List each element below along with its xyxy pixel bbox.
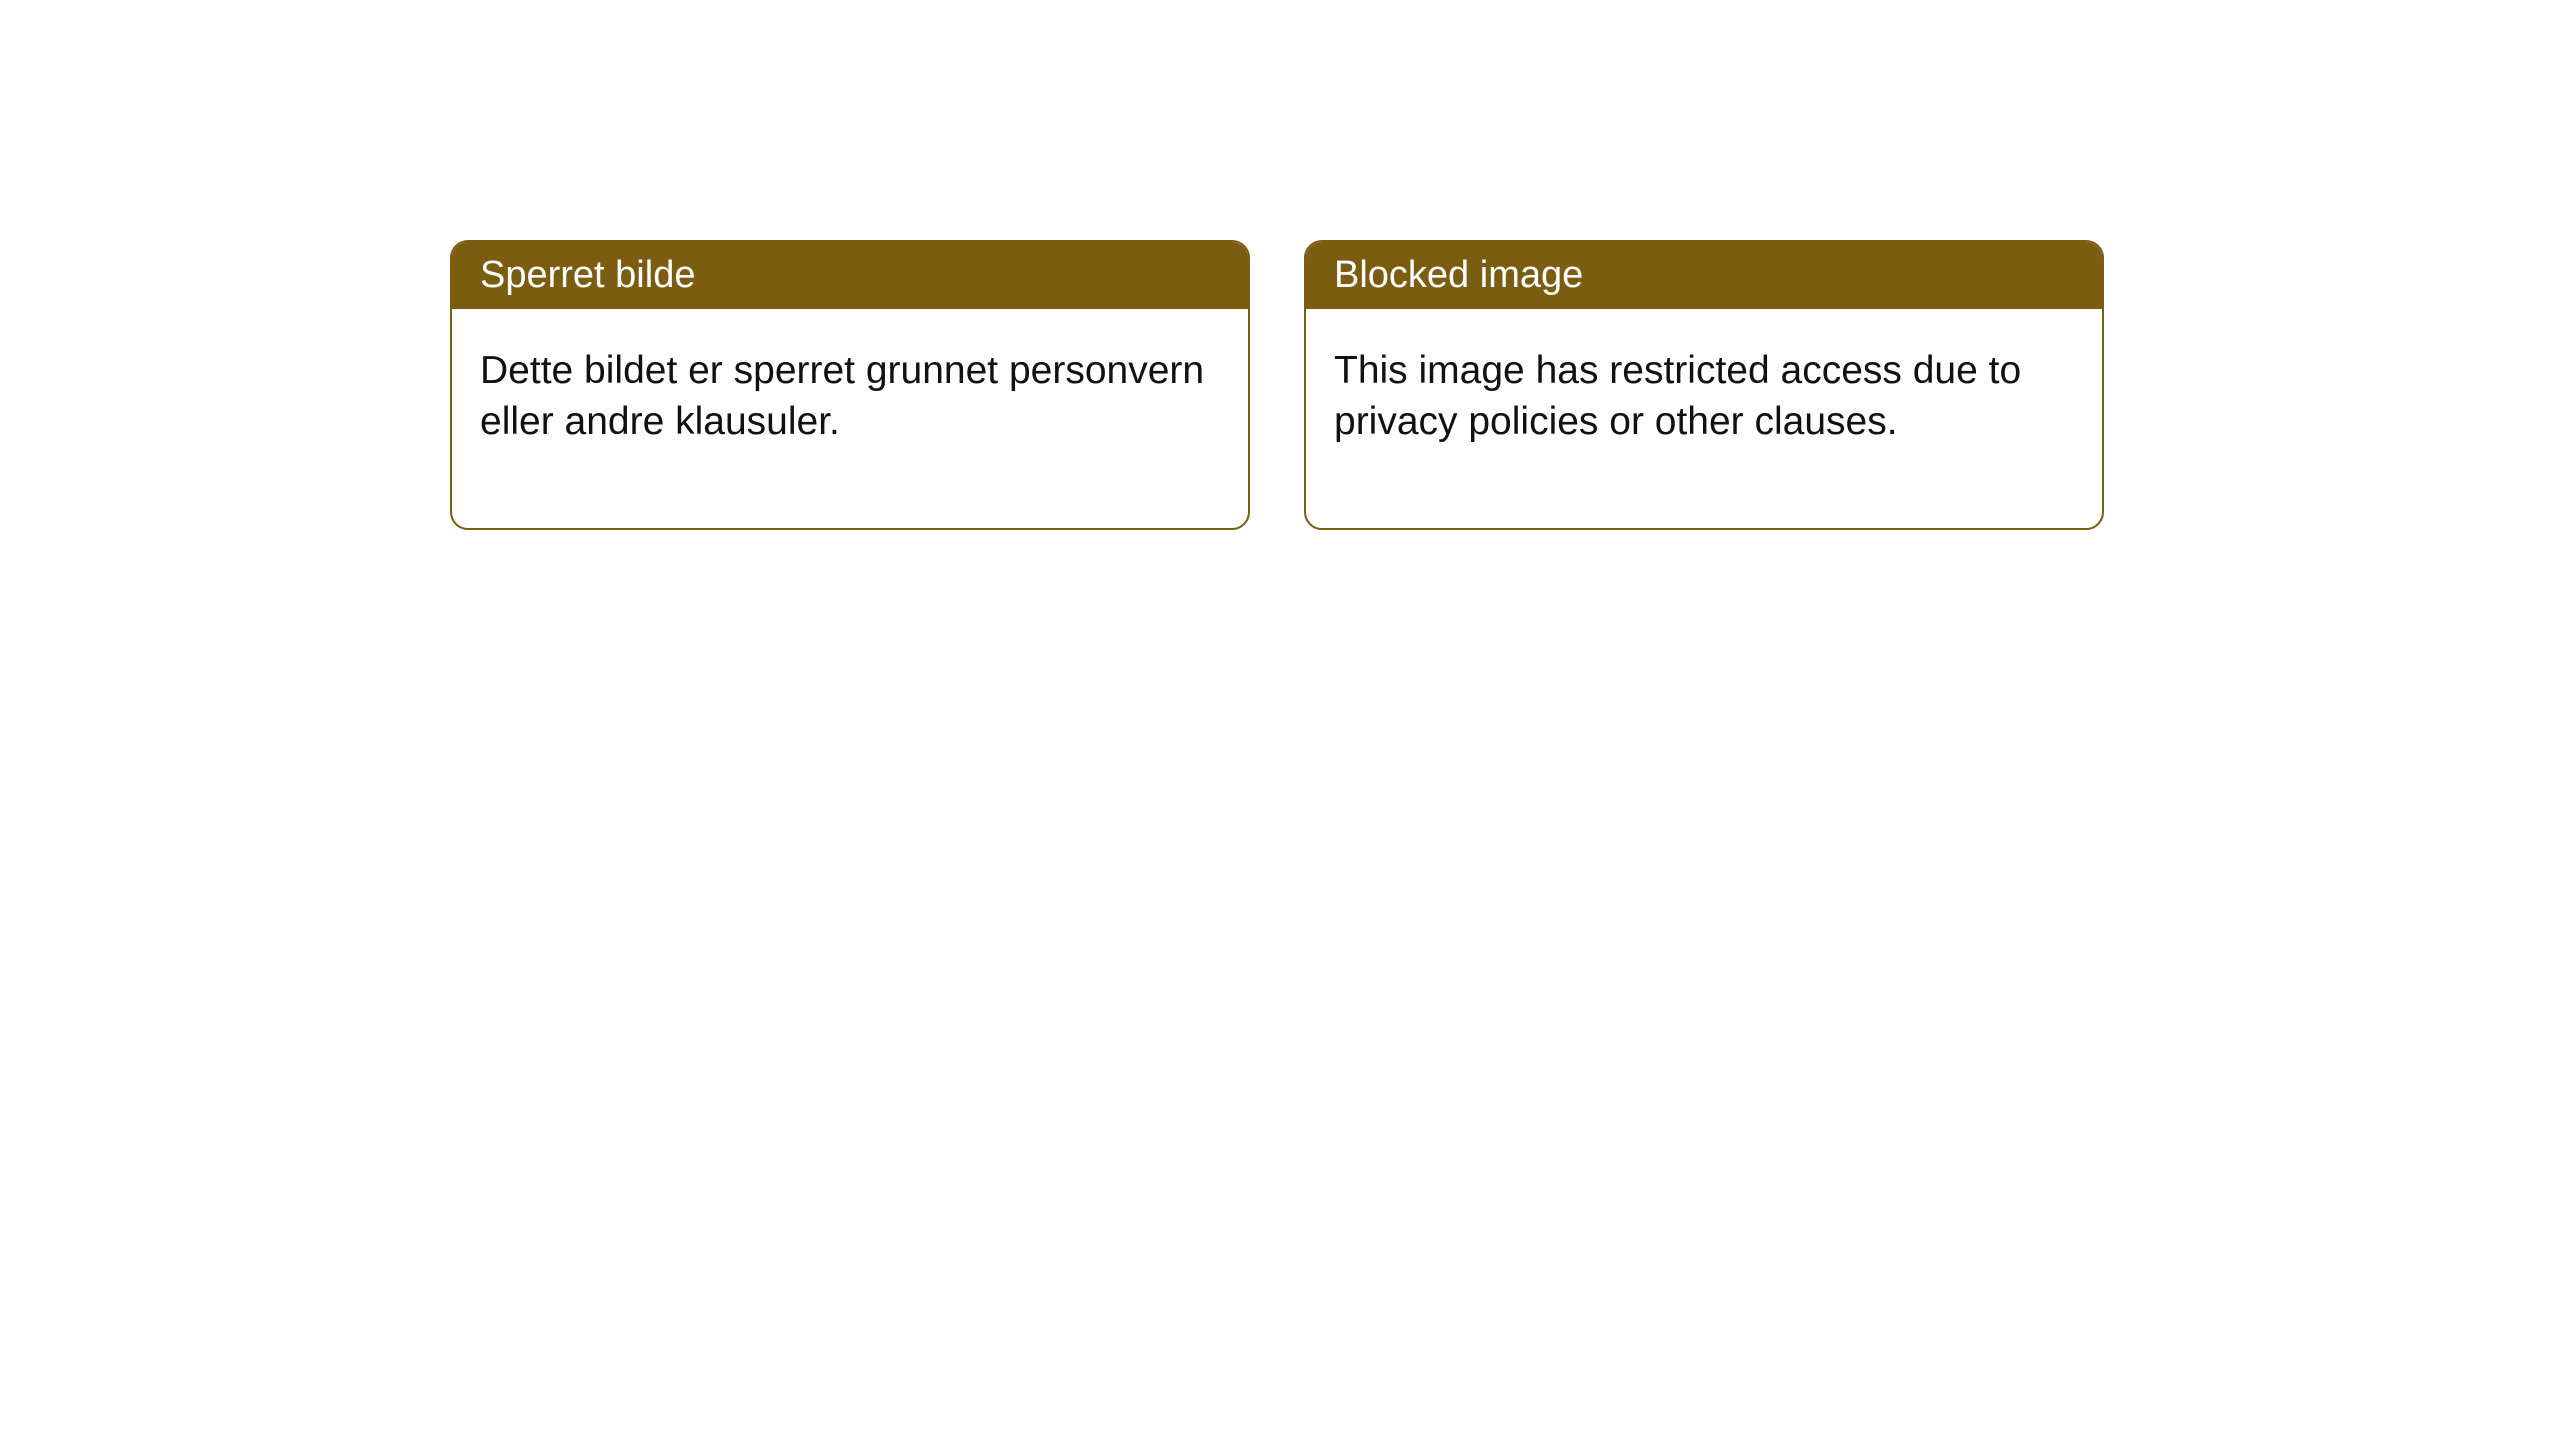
card-title: Blocked image xyxy=(1334,254,1583,296)
notice-container: Sperret bilde Dette bildet er sperret gr… xyxy=(450,240,2104,530)
card-body: This image has restricted access due to … xyxy=(1306,309,2102,528)
card-body: Dette bildet er sperret grunnet personve… xyxy=(452,309,1248,528)
card-header: Blocked image xyxy=(1306,242,2102,309)
card-body-text: This image has restricted access due to … xyxy=(1334,349,2021,443)
card-title: Sperret bilde xyxy=(480,254,695,296)
notice-card-english: Blocked image This image has restricted … xyxy=(1304,240,2104,530)
card-body-text: Dette bildet er sperret grunnet personve… xyxy=(480,349,1204,443)
card-header: Sperret bilde xyxy=(452,242,1248,309)
notice-card-norwegian: Sperret bilde Dette bildet er sperret gr… xyxy=(450,240,1250,530)
